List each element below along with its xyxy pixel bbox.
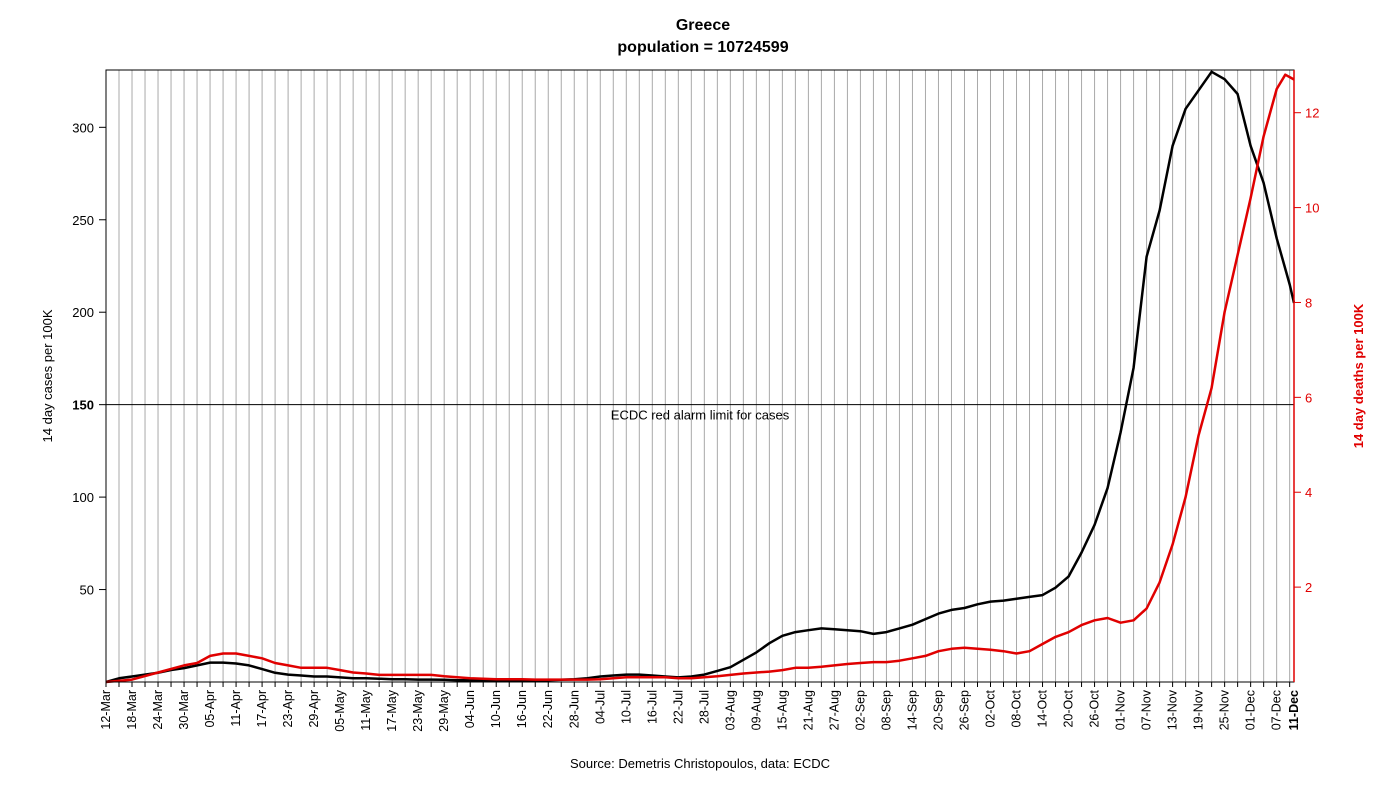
y-tick-label-right: 6 <box>1305 390 1312 405</box>
x-tick-label: 12-Mar <box>99 690 113 730</box>
y-tick-label-right: 4 <box>1305 485 1312 500</box>
deaths-series-line <box>105 73 1295 684</box>
chart-title: Greece <box>676 17 730 34</box>
y-tick-label-right: 8 <box>1305 295 1312 310</box>
chart-subtitle: population = 10724599 <box>617 39 788 56</box>
x-tick-label: 13-Nov <box>1166 689 1180 730</box>
plot-frame <box>105 69 1295 683</box>
x-tick-label: 26-Sep <box>958 690 972 730</box>
x-tick-label: 23-May <box>411 689 425 731</box>
x-tick-label: 01-Nov <box>1114 689 1128 730</box>
x-tick-label: 24-Mar <box>151 690 165 730</box>
x-tick-label: 23-Apr <box>281 690 295 728</box>
x-tick-label: 20-Sep <box>932 690 946 730</box>
x-tick-label: 30-Mar <box>177 690 191 730</box>
x-tick-label: 04-Jul <box>593 690 607 724</box>
x-tick-label: 05-Apr <box>203 690 217 728</box>
x-tick-label: 08-Oct <box>1010 689 1024 727</box>
x-tick-label: 16-Jun <box>515 690 529 728</box>
x-axis: 12-Mar 18-Mar 24-Mar 30-Mar 05-Apr 11-Apr 17-A… <box>99 682 1301 732</box>
x-tick-label: 26-Oct <box>1088 689 1102 727</box>
x-tick-label: 11-May <box>359 689 373 731</box>
y-tick-label-left: 50 <box>80 583 94 598</box>
y-axis-left: 50 100 150 200 250 300 <box>72 120 106 598</box>
y-tick-label-right: 12 <box>1305 106 1319 121</box>
x-tick-label: 04-Jun <box>463 690 477 728</box>
x-tick-label: 15-Aug <box>775 690 789 730</box>
y-tick-label-left: 150 <box>72 398 94 413</box>
x-tick-label: 19-Nov <box>1192 689 1206 730</box>
x-tick-label: 11-Dec <box>1287 690 1301 730</box>
x-tick-label: 22-Jul <box>671 690 685 724</box>
threshold-line-group: ECDC red alarm limit for cases <box>106 404 1294 423</box>
x-tick-label: 17-Apr <box>255 690 269 728</box>
x-tick-label: 11-Apr <box>229 690 243 727</box>
x-tick-label: 07-Dec <box>1270 690 1284 730</box>
x-tick-label: 28-Jul <box>697 690 711 724</box>
y-tick-label-left: 250 <box>72 213 94 228</box>
x-tick-label: 08-Sep <box>879 690 893 730</box>
x-tick-label: 17-May <box>385 689 399 731</box>
x-tick-label: 02-Sep <box>853 690 867 730</box>
y-axis-right: 2 4 6 8 10 12 <box>1293 70 1319 682</box>
x-tick-label: 09-Aug <box>749 690 763 730</box>
y-axis-label-right: 14 day deaths per 100K <box>1351 303 1366 448</box>
cases-series-line <box>105 70 1296 684</box>
x-tick-label: 14-Oct <box>1036 689 1050 727</box>
x-tick-label: 29-Apr <box>307 690 321 728</box>
threshold-label: ECDC red alarm limit for cases <box>611 408 790 423</box>
x-tick-label: 10-Jul <box>619 690 633 724</box>
x-tick-label: 18-Mar <box>125 690 139 730</box>
chart-caption: Source: Demetris Christopoulos, data: EC… <box>570 756 830 771</box>
x-tick-label: 27-Aug <box>827 690 841 730</box>
x-tick-label: 22-Jun <box>541 690 555 728</box>
x-tick-label: 03-Aug <box>723 690 737 730</box>
vertical-grid <box>105 70 1291 682</box>
x-tick-label: 29-May <box>437 689 451 731</box>
y-tick-label-left: 200 <box>72 305 94 320</box>
x-tick-label: 21-Aug <box>801 690 815 730</box>
x-tick-label: 05-May <box>333 689 347 731</box>
series-lines <box>105 70 1296 684</box>
y-axis-label-left: 14 day cases per 100K <box>40 309 55 442</box>
x-tick-label: 28-Jun <box>567 690 581 728</box>
x-tick-label: 20-Oct <box>1062 689 1076 727</box>
y-tick-label-left: 100 <box>72 490 94 505</box>
x-tick-label: 16-Jul <box>645 690 659 724</box>
x-tick-label: 25-Nov <box>1218 689 1232 730</box>
y-tick-label-left: 300 <box>72 120 94 135</box>
x-tick-label: 07-Nov <box>1140 689 1154 730</box>
x-tick-label: 01-Dec <box>1244 690 1258 730</box>
x-tick-label: 02-Oct <box>984 689 998 727</box>
x-tick-label: 14-Sep <box>906 690 920 730</box>
x-tick-label: 10-Jun <box>489 690 503 728</box>
y-tick-label-right: 2 <box>1305 580 1312 595</box>
y-tick-label-right: 10 <box>1305 201 1319 216</box>
